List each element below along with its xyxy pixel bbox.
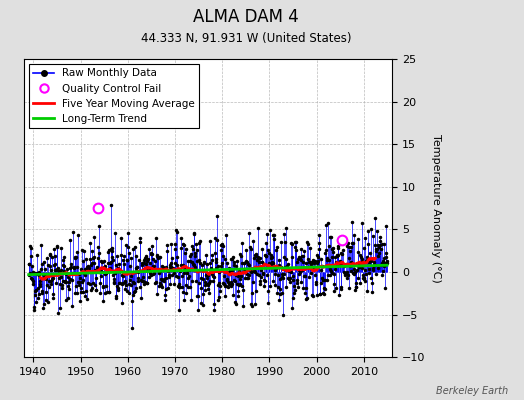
Legend: Raw Monthly Data, Quality Control Fail, Five Year Moving Average, Long-Term Tren: Raw Monthly Data, Quality Control Fail, … bbox=[29, 64, 200, 128]
Text: 44.333 N, 91.931 W (United States): 44.333 N, 91.931 W (United States) bbox=[141, 32, 352, 45]
Y-axis label: Temperature Anomaly (°C): Temperature Anomaly (°C) bbox=[431, 134, 441, 282]
Text: ALMA DAM 4: ALMA DAM 4 bbox=[193, 8, 299, 26]
Text: Berkeley Earth: Berkeley Earth bbox=[436, 386, 508, 396]
